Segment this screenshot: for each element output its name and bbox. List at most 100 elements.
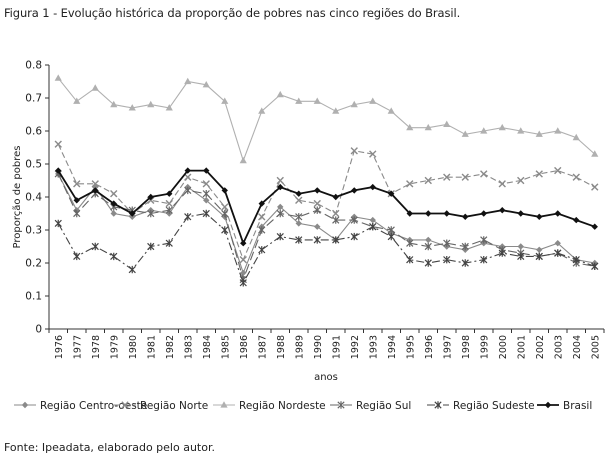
data-point bbox=[239, 279, 247, 287]
data-point bbox=[54, 74, 62, 81]
x-tick-label: 1995 bbox=[405, 335, 416, 359]
data-point bbox=[314, 223, 321, 230]
legend-label: Região Nordeste bbox=[239, 400, 326, 412]
x-axis: 1976 1977 1978 1979 1980 1981 1982 1983 1984 1985… bbox=[48, 328, 605, 359]
data-point bbox=[480, 170, 488, 178]
data-point bbox=[387, 107, 395, 114]
data-point bbox=[406, 256, 414, 264]
data-point bbox=[73, 197, 80, 204]
x-tick-label: 1989 bbox=[294, 335, 305, 359]
x-tick-label: 2004 bbox=[572, 335, 583, 359]
x-tick-label: 1983 bbox=[183, 335, 194, 359]
data-point bbox=[202, 81, 210, 88]
x-tick-label: 1988 bbox=[276, 335, 287, 359]
data-point bbox=[165, 199, 173, 208]
data-point bbox=[110, 252, 118, 261]
x-tick-label: 1979 bbox=[109, 335, 120, 359]
data-point bbox=[517, 210, 524, 217]
data-point bbox=[536, 213, 543, 220]
data-point bbox=[110, 190, 118, 198]
data-point bbox=[110, 200, 117, 207]
data-point bbox=[239, 256, 247, 264]
data-point bbox=[221, 209, 229, 218]
data-point bbox=[221, 97, 229, 104]
series-line bbox=[57, 77, 596, 163]
x-tick-label: 2000 bbox=[498, 335, 509, 359]
legend-swatch-marker bbox=[220, 401, 228, 408]
data-point bbox=[221, 203, 229, 211]
series-line bbox=[57, 212, 595, 285]
series-line bbox=[57, 143, 596, 262]
data-point bbox=[573, 216, 580, 224]
data-point bbox=[536, 246, 543, 253]
data-point bbox=[443, 173, 451, 181]
data-point bbox=[425, 210, 432, 217]
data-point bbox=[73, 180, 81, 188]
data-point bbox=[110, 210, 117, 217]
data-point bbox=[277, 203, 284, 211]
y-tick-label: 0.8 bbox=[25, 60, 42, 72]
data-point bbox=[517, 243, 524, 250]
x-tick-label: 1986 bbox=[239, 335, 250, 359]
data-point bbox=[535, 252, 543, 261]
data-point bbox=[554, 240, 561, 247]
legend-swatch-marker bbox=[434, 401, 442, 409]
data-point bbox=[480, 256, 488, 264]
data-point bbox=[443, 210, 450, 217]
x-tick-label: 1996 bbox=[424, 335, 435, 359]
y-tick-label: 0.3 bbox=[25, 225, 42, 237]
data-point bbox=[91, 242, 99, 251]
series-regi-o-sudeste bbox=[54, 209, 599, 287]
y-tick-label: 0.5 bbox=[25, 159, 42, 171]
data-point bbox=[221, 187, 228, 194]
data-point bbox=[276, 90, 284, 98]
legend-label: Região Sul bbox=[356, 400, 411, 412]
data-point bbox=[461, 130, 469, 137]
data-point bbox=[462, 213, 469, 220]
series-regi-o-nordeste bbox=[54, 74, 599, 164]
data-point bbox=[295, 220, 302, 227]
data-point bbox=[498, 249, 506, 257]
data-point bbox=[203, 197, 210, 204]
data-point bbox=[350, 232, 358, 241]
data-point bbox=[258, 213, 266, 221]
x-tick-label: 1981 bbox=[146, 335, 157, 359]
data-point bbox=[425, 236, 432, 244]
data-point bbox=[202, 190, 210, 198]
data-point bbox=[424, 259, 432, 267]
series-line bbox=[57, 169, 596, 246]
data-point bbox=[332, 236, 340, 244]
data-point bbox=[240, 240, 247, 247]
data-point bbox=[369, 216, 376, 224]
data-point bbox=[239, 156, 247, 164]
data-point bbox=[128, 265, 136, 274]
data-point bbox=[184, 167, 191, 174]
y-axis-title: Proporção de pobres bbox=[12, 146, 23, 249]
data-point bbox=[184, 186, 192, 195]
data-point bbox=[165, 104, 173, 111]
data-point bbox=[480, 210, 487, 217]
data-point bbox=[313, 236, 321, 244]
legend-label: Região Norte bbox=[140, 400, 208, 412]
data-point bbox=[258, 226, 266, 234]
data-point bbox=[314, 187, 321, 194]
y-tick-label: 0.7 bbox=[25, 93, 42, 105]
data-point bbox=[498, 180, 506, 188]
data-point bbox=[350, 147, 358, 155]
data-point bbox=[369, 183, 376, 191]
x-tick-label: 1987 bbox=[257, 335, 268, 359]
data-point bbox=[591, 183, 599, 191]
data-point bbox=[258, 246, 266, 254]
data-point bbox=[443, 120, 451, 127]
data-point bbox=[91, 84, 99, 91]
data-point bbox=[165, 206, 173, 214]
series-regi-o-norte bbox=[54, 140, 599, 264]
data-point bbox=[184, 77, 192, 85]
legend-label: Brasil bbox=[563, 400, 592, 412]
data-point bbox=[461, 242, 469, 251]
data-point bbox=[184, 213, 192, 221]
data-point bbox=[554, 210, 561, 217]
series-line bbox=[57, 173, 595, 275]
x-tick-label: 1992 bbox=[350, 335, 361, 359]
